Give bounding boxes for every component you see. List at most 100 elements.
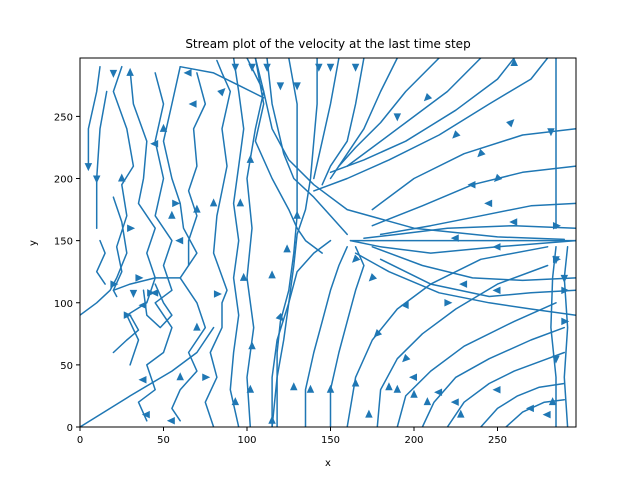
arrowhead-8 <box>172 199 181 208</box>
arrowhead-82 <box>290 382 298 391</box>
arrowhead-62 <box>450 398 459 406</box>
y-tick-label: 200 <box>54 175 73 186</box>
y-tick-label: 250 <box>54 112 73 123</box>
arrowhead-27 <box>183 69 192 77</box>
arrowhead-46 <box>547 128 555 137</box>
streamline-39 <box>349 239 576 254</box>
y-axis-label: y <box>28 240 39 246</box>
arrowhead-11 <box>127 224 136 232</box>
streamline-20 <box>313 58 340 180</box>
arrowhead-75 <box>268 270 276 279</box>
arrowhead-74 <box>283 244 291 253</box>
arrowhead-54 <box>444 299 453 307</box>
arrowhead-22 <box>166 417 175 425</box>
arrowhead-60 <box>409 373 418 382</box>
arrowhead-89 <box>410 389 418 398</box>
arrows-group <box>84 58 570 425</box>
arrowhead-55 <box>400 301 409 309</box>
streamline-29 <box>304 246 348 427</box>
streamline-47 <box>550 246 557 427</box>
streamline-14 <box>246 58 265 427</box>
streamline-32 <box>376 264 549 427</box>
arrowhead-17 <box>150 289 159 297</box>
y-tick-label: 150 <box>54 237 73 248</box>
arrowhead-7 <box>159 123 168 132</box>
x-tick-label: 100 <box>237 435 256 446</box>
streamline-17 <box>246 58 566 241</box>
streamline-19 <box>271 58 318 427</box>
streamline-24 <box>346 58 482 167</box>
streamline-41 <box>379 202 576 236</box>
arrowhead-73 <box>552 255 561 264</box>
arrowhead-65 <box>542 410 551 419</box>
streamline-12 <box>204 59 232 427</box>
arrowhead-1 <box>84 163 93 172</box>
arrowhead-94 <box>268 415 276 424</box>
x-tick-label: 200 <box>404 435 423 446</box>
arrowhead-70 <box>552 355 560 364</box>
x-axis: 0 50 100 150 200 250 <box>77 427 507 446</box>
arrowhead-72 <box>552 221 561 230</box>
arrowhead-5 <box>118 173 126 182</box>
arrowhead-61 <box>434 388 443 396</box>
arrowhead-47 <box>467 180 476 189</box>
streamline-25 <box>329 58 515 174</box>
x-axis-label: x <box>325 458 331 469</box>
streamline-46 <box>354 252 576 316</box>
streamline-40 <box>363 224 576 239</box>
arrowhead-3 <box>109 69 118 78</box>
arrowhead-78 <box>236 198 245 207</box>
streamline-8 <box>112 277 181 292</box>
streamline-35 <box>446 351 566 427</box>
arrowhead-32 <box>248 63 256 72</box>
streamline-2 <box>80 196 128 316</box>
streamline-9 <box>162 65 207 422</box>
arrowhead-13 <box>138 301 147 309</box>
arrowhead-58 <box>373 329 383 338</box>
arrowhead-25 <box>217 88 226 97</box>
streamline-11 <box>179 65 265 99</box>
axes-frame <box>79 57 577 428</box>
arrowhead-68 <box>561 286 570 295</box>
arrowhead-35 <box>293 82 301 91</box>
streamline-33 <box>396 302 557 427</box>
arrowhead-92 <box>231 397 240 406</box>
streamline-45 <box>379 258 576 298</box>
arrowhead-52 <box>459 280 468 288</box>
streamline-5 <box>112 65 135 298</box>
arrowhead-49 <box>509 218 518 226</box>
y-tick-label: 0 <box>67 423 73 434</box>
arrowhead-91 <box>457 409 465 418</box>
arrowhead-79 <box>246 154 255 163</box>
arrowhead-56 <box>368 273 378 282</box>
arrowhead-86 <box>365 409 373 418</box>
arrowhead-9 <box>175 236 184 245</box>
streamline-4 <box>95 90 108 229</box>
arrowhead-44 <box>506 119 515 128</box>
arrowhead-88 <box>393 384 402 393</box>
arrowhead-71 <box>548 397 557 406</box>
streamline-16 <box>266 58 348 236</box>
streamline-13 <box>229 58 245 427</box>
arrowhead-48 <box>484 199 493 208</box>
streamline-3 <box>87 65 101 167</box>
streamline-23 <box>338 58 440 167</box>
arrowhead-83 <box>306 384 315 393</box>
arrowhead-36 <box>315 63 323 72</box>
arrowhead-21 <box>141 410 150 419</box>
arrowhead-45 <box>510 58 518 66</box>
y-tick-label: 50 <box>60 361 73 372</box>
streamline-18 <box>276 58 298 427</box>
streamline-15 <box>254 58 323 254</box>
streamline-10 <box>187 72 207 267</box>
x-tick-label: 150 <box>321 435 340 446</box>
arrowhead-20 <box>138 376 147 384</box>
streamline-31 <box>346 246 549 427</box>
arrowhead-42 <box>477 148 486 158</box>
arrowhead-12 <box>129 289 138 298</box>
arrowhead-29 <box>202 373 211 382</box>
arrowhead-39 <box>393 113 402 122</box>
arrowhead-34 <box>276 82 285 91</box>
streamline-6 <box>126 69 156 366</box>
